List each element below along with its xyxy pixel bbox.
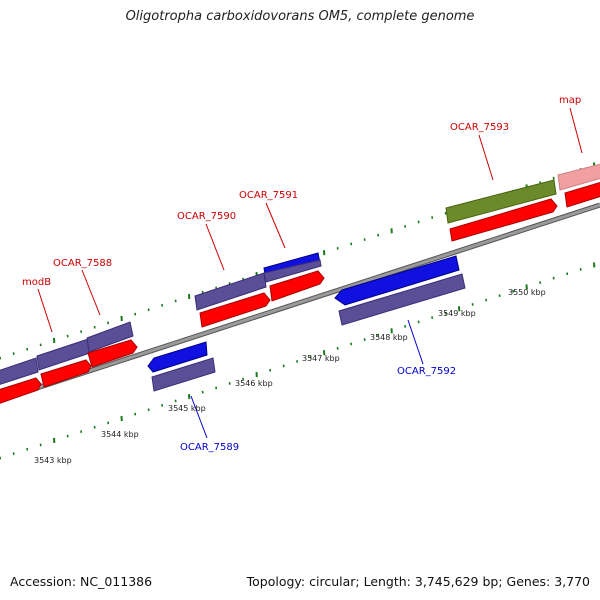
gene-labels: modB OCAR_7588 OCAR_7590 OCAR_7591 OCAR_… <box>22 95 581 453</box>
kbp-label-3543: 3543 kbp <box>34 456 72 465</box>
cds-ocar7588b-forward[interactable] <box>86 321 134 353</box>
accession-text: Accession: NC_011386 <box>10 574 153 589</box>
cds-modB-forward[interactable] <box>0 357 39 386</box>
cds-map-forward[interactable] <box>557 163 600 191</box>
cds-ocar7589-blue[interactable] <box>147 341 208 373</box>
cds-ocar7591-red[interactable] <box>269 270 325 302</box>
kbp-label-3550: 3550 kbp <box>508 288 546 297</box>
cds-ocar7591b-forward[interactable] <box>263 259 322 283</box>
cds-ocar7592-blue[interactable] <box>334 255 460 306</box>
cds-modB-red[interactable] <box>0 377 42 405</box>
cds-ocar7590-red[interactable] <box>199 292 271 328</box>
scale-labels: 3543 kbp 3544 kbp 3545 kbp 3546 kbp 3547… <box>34 288 546 465</box>
cds-ocar7590-forward[interactable] <box>194 272 267 311</box>
label-modB[interactable]: modB <box>22 277 51 288</box>
label-map[interactable]: map <box>559 95 581 106</box>
forward-cds-group <box>0 163 600 386</box>
topology-text: Topology: circular; Length: 3,745,629 bp… <box>246 574 590 589</box>
label-ocar7589[interactable]: OCAR_7589 <box>180 442 239 453</box>
cds-ocar7593-red[interactable] <box>449 198 558 242</box>
kbp-label-3546: 3546 kbp <box>235 379 273 388</box>
lower-tick-line <box>0 262 596 460</box>
red-cds-row <box>0 181 600 405</box>
label-ocar7588[interactable]: OCAR_7588 <box>53 258 112 269</box>
cds-ocar7588a-red[interactable] <box>40 359 92 388</box>
label-ocar7591[interactable]: OCAR_7591 <box>239 190 298 201</box>
label-ocar7593[interactable]: OCAR_7593 <box>450 122 509 133</box>
reverse-cds-group <box>147 255 466 392</box>
kbp-label-3549: 3549 kbp <box>438 309 476 318</box>
kbp-label-3545: 3545 kbp <box>168 404 206 413</box>
label-ocar7590[interactable]: OCAR_7590 <box>177 211 236 222</box>
kbp-label-3548: 3548 kbp <box>370 333 408 342</box>
cds-ocar7593-forward[interactable] <box>445 179 557 224</box>
kbp-label-3547: 3547 kbp <box>302 354 340 363</box>
map-title: Oligotropha carboxidovorans OM5, complet… <box>125 9 475 24</box>
cds-ocar7589-purple[interactable] <box>151 357 216 392</box>
label-leader-lines <box>37 107 583 439</box>
cds-map-red[interactable] <box>564 181 600 208</box>
cds-ocar7592-purple[interactable] <box>338 273 466 326</box>
kbp-label-3544: 3544 kbp <box>101 430 139 439</box>
genome-backbone <box>0 202 600 403</box>
cds-ocar7588b-red[interactable] <box>87 339 138 368</box>
label-ocar7592[interactable]: OCAR_7592 <box>397 366 456 377</box>
